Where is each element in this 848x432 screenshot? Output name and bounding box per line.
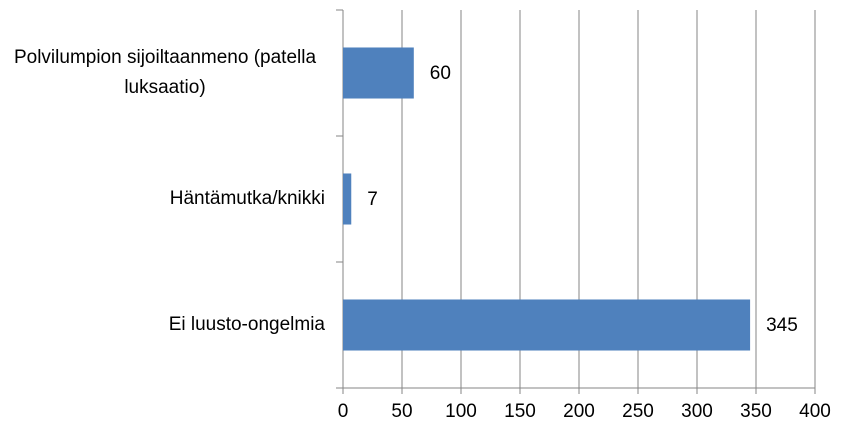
- x-tick-label: 300: [681, 401, 713, 422]
- y-tick-label: Ei luusto-ongelmia: [168, 314, 325, 335]
- category-label-box: Polvilumpion sijoiltaanmeno (patella luk…: [0, 10, 325, 136]
- x-tick-label: 0: [338, 401, 349, 422]
- y-tick-label: Häntämutka/knikki: [169, 188, 325, 209]
- bar: [343, 47, 414, 99]
- x-tick-label: 100: [445, 401, 477, 422]
- bar: [343, 299, 751, 351]
- x-tick-label: 50: [391, 401, 412, 422]
- x-tick-label: 250: [622, 401, 654, 422]
- data-label: 7: [367, 189, 378, 210]
- x-tick-label: 200: [563, 401, 595, 422]
- bar: [343, 173, 352, 225]
- y-tick-label: Polvilumpion sijoiltaanmeno (patella luk…: [13, 47, 317, 98]
- category-label-box: Ei luusto-ongelmia: [0, 262, 325, 388]
- x-tick-label: 350: [740, 401, 772, 422]
- x-tick-label: 150: [504, 401, 536, 422]
- data-label: 345: [766, 315, 798, 336]
- data-label: 60: [430, 63, 451, 84]
- category-label-box: Häntämutka/knikki: [0, 136, 325, 262]
- x-tick-label: 400: [799, 401, 831, 422]
